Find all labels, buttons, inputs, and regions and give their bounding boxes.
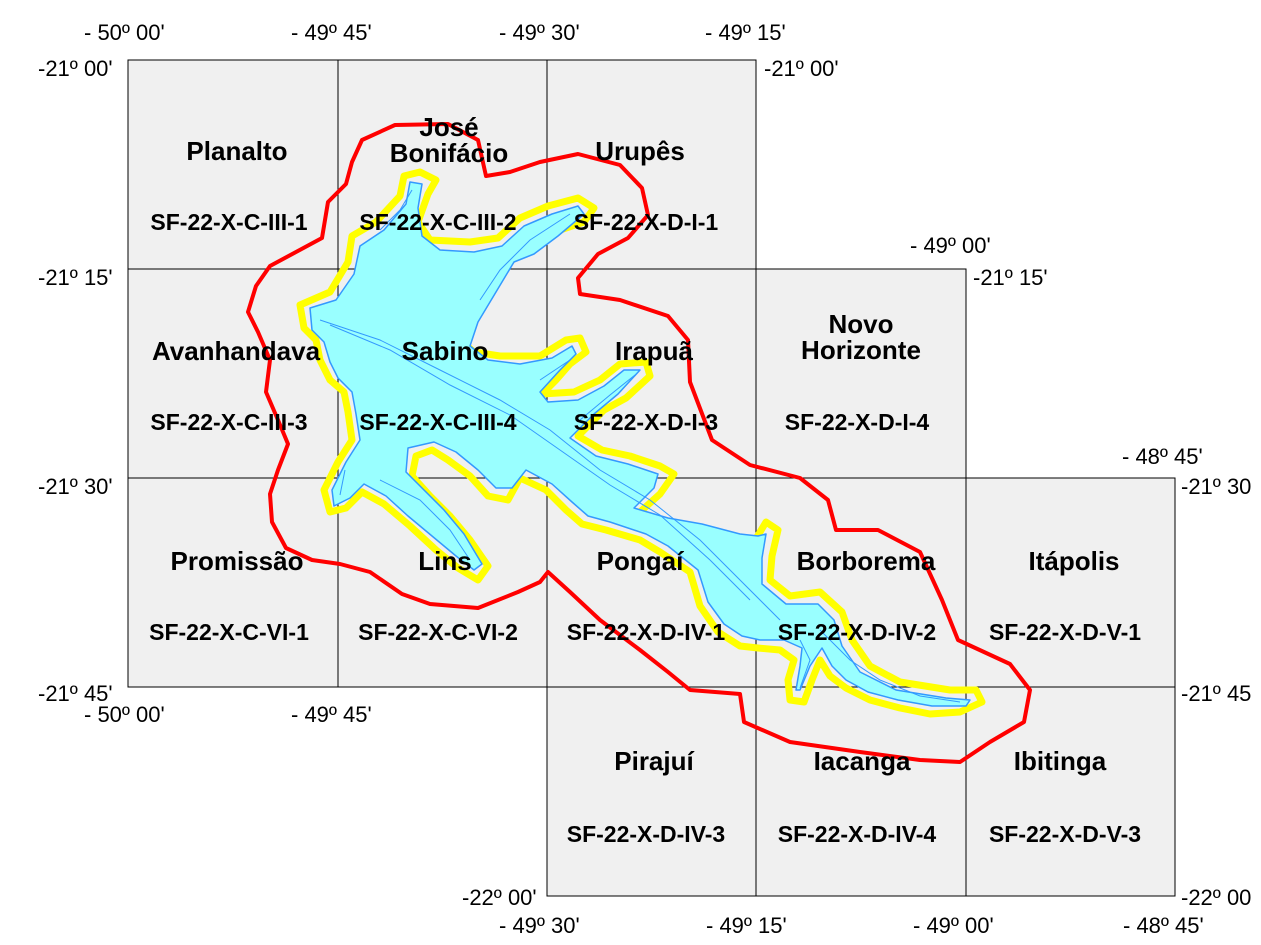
sheet-code-urupes: SF-22-X-D-I-1 bbox=[574, 209, 719, 235]
coord-lon-mid-49-45: - 49º 45' bbox=[291, 702, 372, 727]
coord-lat-left-21-15: -21º 15' bbox=[38, 265, 113, 290]
coord-lat-right-21-45: -21º 45 bbox=[1181, 681, 1251, 706]
sheet-code-jose-bonifacio: SF-22-X-C-III-2 bbox=[359, 209, 516, 235]
sheet-code-irapua: SF-22-X-D-I-3 bbox=[574, 409, 718, 435]
sheet-name-jose-bonifacio-line1: José bbox=[419, 112, 478, 142]
sheet-name-pirajui: Pirajuí bbox=[614, 746, 694, 776]
sheet-cell-jose-bonifacio[interactable] bbox=[337, 59, 548, 270]
coord-lon-bottom-49-15: - 49º 15' bbox=[706, 913, 787, 938]
coord-lon-bottom-49-00: - 49º 00' bbox=[913, 913, 994, 938]
coord-lon-top-49-30: - 49º 30' bbox=[499, 20, 580, 45]
coord-lat-left-21-30: -21º 30' bbox=[38, 474, 113, 499]
reservoir-channel-lines bbox=[319, 189, 961, 703]
sheet-cell-ibitinga[interactable] bbox=[965, 686, 1176, 897]
sheet-cell-lins[interactable] bbox=[337, 477, 548, 688]
sheet-name-lins: Lins bbox=[418, 546, 471, 576]
sheet-code-pirajui: SF-22-X-D-IV-3 bbox=[567, 821, 725, 847]
coord-lon-top-50-00: - 50º 00' bbox=[84, 20, 165, 45]
sheet-name-urupes: Urupês bbox=[595, 136, 685, 166]
coord-lon-top-49-00: - 49º 00' bbox=[910, 233, 991, 258]
sheet-code-planalto: SF-22-X-C-III-1 bbox=[150, 209, 307, 235]
coord-lat-right-21-15: -21º 15' bbox=[973, 265, 1048, 290]
sheet-name-novo-horizonte-line1: Novo bbox=[829, 309, 894, 339]
sheet-code-iacanga: SF-22-X-D-IV-4 bbox=[778, 821, 937, 847]
sheet-code-borborema: SF-22-X-D-IV-2 bbox=[778, 619, 936, 645]
sheet-labels: Planalto SF-22-X-C-III-1 José Bonifácio … bbox=[149, 112, 1141, 847]
sheet-code-promissao: SF-22-X-C-VI-1 bbox=[149, 619, 309, 645]
sheet-cell-pirajui[interactable] bbox=[546, 686, 757, 897]
sheet-name-jose-bonifacio-line2: Bonifácio bbox=[390, 138, 508, 168]
coord-lon-top-49-15: - 49º 15' bbox=[705, 20, 786, 45]
coord-lon-bottom-49-30: - 49º 30' bbox=[499, 913, 580, 938]
sheet-code-novo-horizonte: SF-22-X-D-I-4 bbox=[785, 409, 930, 435]
sheet-name-ibitinga: Ibitinga bbox=[1014, 746, 1107, 776]
coord-lon-mid-50-00: - 50º 00' bbox=[84, 702, 165, 727]
coord-lat-left-21-45: -21º 45' bbox=[38, 681, 113, 706]
coord-lat-right-21-30: -21º 30 bbox=[1181, 474, 1251, 499]
sheet-code-avanhandava: SF-22-X-C-III-3 bbox=[150, 409, 307, 435]
sheet-cell-novo-horizonte[interactable] bbox=[755, 268, 967, 479]
sheet-cell-iacanga[interactable] bbox=[755, 686, 967, 897]
reservoir bbox=[309, 181, 971, 707]
sheet-code-sabino: SF-22-X-C-III-4 bbox=[359, 409, 516, 435]
sheet-name-irapua: Irapuã bbox=[615, 336, 694, 366]
sheet-cell-promissao[interactable] bbox=[127, 477, 339, 688]
sheet-code-itapolis: SF-22-X-D-V-1 bbox=[989, 619, 1141, 645]
buffer-outline bbox=[246, 122, 1032, 764]
sheet-cell-itapolis[interactable] bbox=[965, 477, 1176, 688]
coord-lon-top-48-45: - 48º 45' bbox=[1122, 444, 1203, 469]
sheet-code-ibitinga: SF-22-X-D-V-3 bbox=[989, 821, 1141, 847]
sheet-name-sabino: Sabino bbox=[402, 336, 489, 366]
coord-lon-top-49-45: - 49º 45' bbox=[291, 20, 372, 45]
sheet-name-novo-horizonte-line2: Horizonte bbox=[801, 335, 921, 365]
coordinate-labels: - 50º 00' - 49º 45' - 49º 30' - 49º 15' … bbox=[38, 20, 1251, 938]
coord-lat-right-21-00: -21º 00' bbox=[764, 56, 839, 81]
coord-lon-bottom-48-45: - 48º 45' bbox=[1123, 913, 1204, 938]
coord-lat-left-22-00: -22º 00' bbox=[462, 885, 537, 910]
sheet-name-itapolis: Itápolis bbox=[1028, 546, 1119, 576]
sheet-code-pongai: SF-22-X-D-IV-1 bbox=[567, 619, 726, 645]
sheet-name-avanhandava: Avanhandava bbox=[152, 336, 321, 366]
sheet-code-lins: SF-22-X-C-VI-2 bbox=[358, 619, 518, 645]
sheet-name-promissao: Promissão bbox=[171, 546, 304, 576]
sheet-name-planalto: Planalto bbox=[186, 136, 287, 166]
sheet-name-borborema: Borborema bbox=[797, 546, 936, 576]
sheet-name-iacanga: Iacanga bbox=[814, 746, 911, 776]
sheet-name-pongai: Pongaí bbox=[597, 546, 684, 576]
coord-lat-left-21-00: -21º 00' bbox=[38, 56, 113, 81]
coord-lat-right-22-00: -22º 00 bbox=[1181, 885, 1251, 910]
sheet-cell-urupes[interactable] bbox=[546, 59, 757, 270]
sheet-cell-planalto[interactable] bbox=[127, 59, 339, 270]
